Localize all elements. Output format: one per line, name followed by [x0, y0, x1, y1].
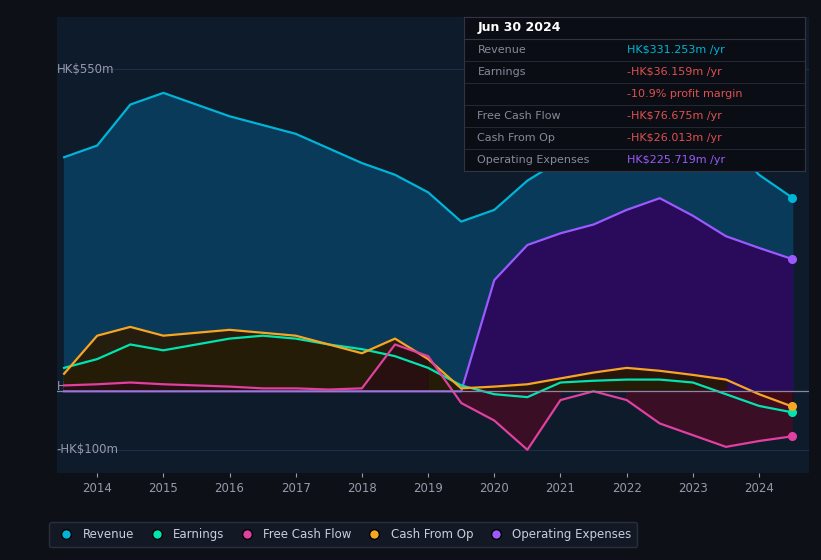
Text: -HK$36.159m /yr: -HK$36.159m /yr [627, 67, 722, 77]
Text: HK$225.719m /yr: HK$225.719m /yr [627, 155, 726, 165]
Text: -HK$100m: -HK$100m [57, 444, 119, 456]
Legend: Revenue, Earnings, Free Cash Flow, Cash From Op, Operating Expenses: Revenue, Earnings, Free Cash Flow, Cash … [48, 522, 637, 547]
Text: Operating Expenses: Operating Expenses [478, 155, 589, 165]
Text: Jun 30 2024: Jun 30 2024 [478, 21, 561, 34]
Text: Revenue: Revenue [478, 45, 526, 55]
Text: Free Cash Flow: Free Cash Flow [478, 111, 561, 121]
Text: HK$550m: HK$550m [57, 63, 114, 76]
Text: Cash From Op: Cash From Op [478, 133, 555, 143]
Text: -HK$76.675m /yr: -HK$76.675m /yr [627, 111, 722, 121]
Text: -HK$26.013m /yr: -HK$26.013m /yr [627, 133, 722, 143]
Text: -10.9% profit margin: -10.9% profit margin [627, 89, 743, 99]
Text: HK$331.253m /yr: HK$331.253m /yr [627, 45, 725, 55]
Text: HK$0: HK$0 [57, 380, 88, 393]
Text: Earnings: Earnings [478, 67, 526, 77]
